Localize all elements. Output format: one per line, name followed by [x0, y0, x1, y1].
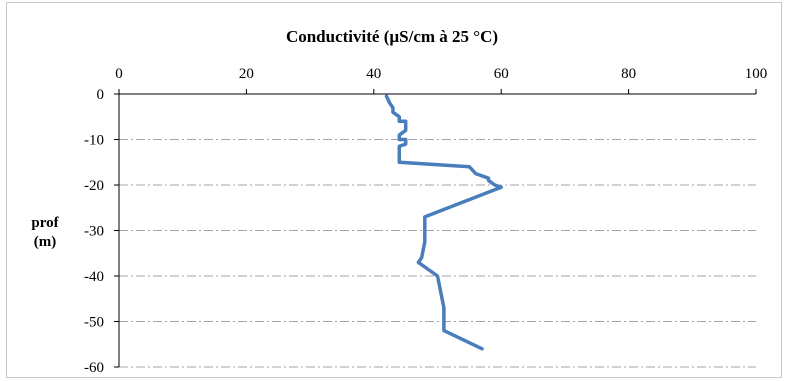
chart-area	[6, 2, 782, 378]
axes	[114, 89, 757, 368]
y-tick-label-30: -30	[84, 224, 104, 240]
y-axis-label-line-2: (m)	[34, 234, 57, 250]
tick-labels: 0 20 40 60 80 100 0 -10 -20 -30 -40 -50 -60	[84, 66, 767, 376]
y-tick-label-60: -60	[84, 360, 104, 376]
y-tick-label-20: -20	[84, 178, 104, 194]
y-tick-label-50: -50	[84, 315, 104, 331]
x-tick-label-80: 80	[621, 66, 636, 82]
x-tick-label-40: 40	[366, 66, 381, 82]
y-tick-label-40: -40	[84, 269, 104, 285]
y-axis-label-line-1: prof	[31, 215, 59, 231]
y-tick-label-0: 0	[97, 87, 105, 103]
x-tick-label-0: 0	[115, 66, 123, 82]
gridlines	[119, 139, 756, 368]
x-tick-label-100: 100	[745, 66, 768, 82]
y-tick-label-10: -10	[84, 133, 104, 149]
x-tick-label-60: 60	[494, 66, 509, 82]
series-line-0	[384, 94, 503, 351]
chart-title: Conductivité (µS/cm à 25 °C)	[286, 27, 498, 46]
x-tick-label-20: 20	[239, 66, 254, 82]
series-layer	[384, 94, 503, 351]
